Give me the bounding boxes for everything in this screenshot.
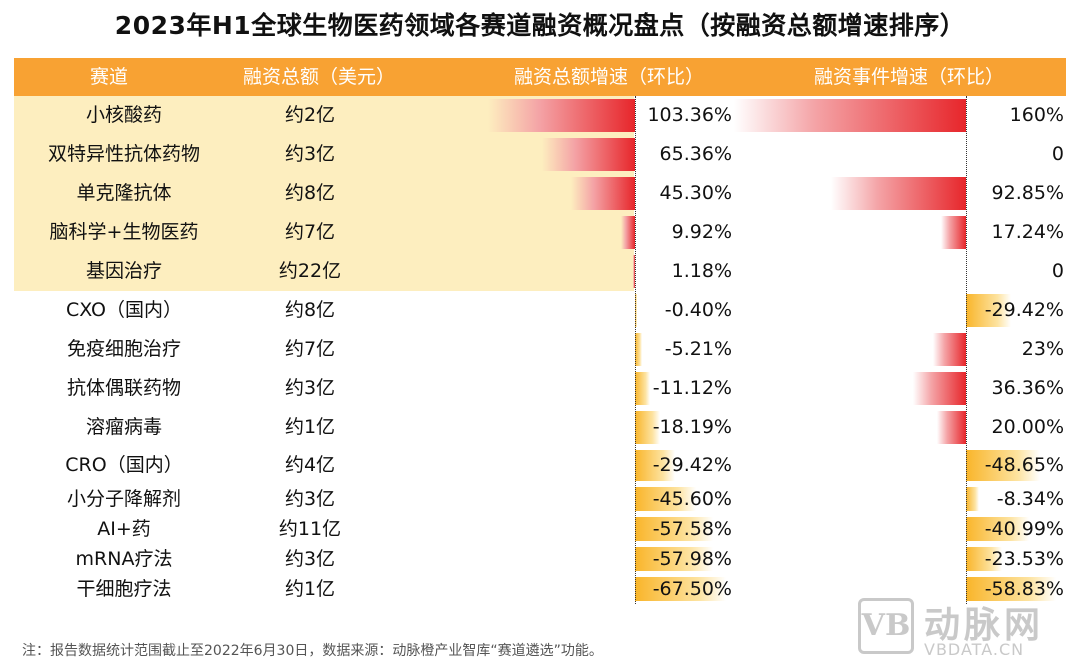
event-growth-bar — [932, 333, 966, 366]
header-amount: 融资总额（美元） — [242, 66, 395, 88]
amount-value: 约3亿 — [284, 488, 336, 510]
amount-value: 约4亿 — [284, 454, 336, 476]
header-track: 赛道 — [89, 66, 128, 88]
event-growth-label: 160% — [1009, 104, 1064, 126]
amount-value: 约1亿 — [284, 578, 336, 600]
event-growth-label: -23.53% — [984, 548, 1064, 570]
footnote: 注：报告数据统计范围截止至2022年6月30日，数据来源：动脉橙产业智库“赛道遴… — [22, 643, 603, 659]
amount-growth-bar — [635, 333, 643, 366]
amount-growth-label: 1.18% — [671, 260, 732, 282]
amount-value: 约8亿 — [284, 299, 336, 321]
amount-growth-label: -5.21% — [664, 338, 732, 360]
watermark-cn: 动脉网 — [924, 605, 1045, 646]
amount-growth-bar — [635, 294, 637, 327]
vb-logo-icon: VB — [858, 598, 914, 654]
track-label: 小核酸药 — [85, 104, 162, 126]
event-growth-zero-axis — [966, 96, 967, 604]
amount-growth-label: 9.92% — [671, 221, 732, 243]
amount-growth-label: 103.36% — [647, 104, 732, 126]
event-growth-label: 92.85% — [991, 182, 1064, 204]
track-label: 双特异性抗体药物 — [47, 143, 200, 165]
track-label: 脑科学+生物医药 — [49, 221, 199, 243]
table-header: 赛道 融资总额（美元） 融资总额增速（环比） 融资事件增速（环比） — [14, 58, 1066, 96]
event-growth-bar — [966, 547, 1002, 571]
amount-growth-bar — [635, 547, 714, 571]
header-amount-growth: 融资总额增速（环比） — [513, 66, 704, 88]
amount-value: 约1亿 — [284, 416, 336, 438]
amount-value: 约7亿 — [284, 338, 336, 360]
event-growth-bar — [831, 177, 966, 210]
event-growth-label: -29.42% — [984, 299, 1064, 321]
event-growth-label: 23% — [1021, 338, 1064, 360]
track-label: 基因治疗 — [85, 260, 162, 282]
track-label: 单克隆抗体 — [76, 182, 172, 204]
event-growth-label: 17.24% — [991, 221, 1064, 243]
amount-growth-label: 45.30% — [659, 182, 732, 204]
event-growth-label: 0 — [1051, 260, 1064, 282]
event-growth-bar — [913, 372, 966, 405]
track-label: 免疫细胞治疗 — [66, 338, 181, 360]
amount-growth-bar — [635, 487, 697, 511]
amount-growth-bar — [542, 138, 635, 171]
event-growth-bar — [937, 411, 966, 444]
watermark-en: VBDATA.CN — [924, 640, 1025, 659]
amount-value: 约22亿 — [278, 260, 342, 282]
header-event-growth: 融资事件增速（环比） — [813, 66, 1004, 88]
amount-growth-label: -57.58% — [652, 518, 732, 540]
amount-value: 约3亿 — [284, 548, 336, 570]
chart-title: 2023年H1全球生物医药领域各赛道融资概况盘点（按融资总额增速排序） — [114, 11, 966, 40]
event-growth-bar — [941, 216, 966, 249]
amount-value: 约7亿 — [284, 221, 336, 243]
amount-growth-bar — [620, 216, 635, 249]
track-label: AI+药 — [97, 518, 151, 540]
amount-growth-bar — [488, 99, 635, 132]
event-growth-label: 20.00% — [991, 416, 1064, 438]
vbdata-watermark: VB 动脉网 VBDATA.CN — [858, 596, 1068, 660]
event-growth-bar — [966, 450, 1041, 481]
amount-growth-bar — [635, 372, 650, 405]
amount-growth-zero-axis — [635, 96, 636, 604]
amount-growth-bar — [570, 177, 635, 210]
amount-growth-bar — [635, 577, 726, 601]
amount-value: 约8亿 — [284, 182, 336, 204]
track-label: CXO（国内） — [65, 299, 183, 321]
amount-growth-label: -29.42% — [652, 454, 732, 476]
track-label: 抗体偶联药物 — [66, 377, 181, 399]
amount-growth-label: -18.19% — [652, 416, 732, 438]
amount-growth-label: -11.12% — [652, 377, 732, 399]
amount-growth-label: -67.50% — [652, 578, 732, 600]
amount-growth-label: -45.60% — [652, 488, 732, 510]
amount-growth-bar — [635, 450, 675, 481]
event-growth-bar — [734, 99, 966, 132]
track-label: 干细胞疗法 — [76, 578, 172, 600]
event-growth-bar — [966, 487, 979, 511]
amount-value: 约2亿 — [284, 104, 336, 126]
amount-growth-label: -57.98% — [652, 548, 732, 570]
track-label: 小分子降解剂 — [66, 488, 181, 510]
event-growth-bar — [966, 577, 1056, 601]
event-growth-label: -8.34% — [996, 488, 1064, 510]
event-growth-label: -58.83% — [984, 578, 1064, 600]
event-growth-label: 36.36% — [991, 377, 1064, 399]
track-label: CRO（国内） — [65, 454, 183, 476]
amount-growth-bar — [633, 255, 635, 288]
amount-growth-bar — [635, 517, 713, 541]
amount-value: 约11亿 — [278, 518, 342, 540]
event-growth-bar — [966, 294, 1011, 327]
event-growth-label: -40.99% — [984, 518, 1064, 540]
event-growth-label: -48.65% — [984, 454, 1064, 476]
amount-growth-bar — [635, 411, 660, 444]
track-label: 溶瘤病毒 — [85, 416, 162, 438]
amount-value: 约3亿 — [284, 377, 336, 399]
amount-value: 约3亿 — [284, 143, 336, 165]
track-label: mRNA疗法 — [75, 548, 173, 570]
amount-growth-label: 65.36% — [659, 143, 732, 165]
event-growth-bar — [966, 517, 1029, 541]
amount-growth-label: -0.40% — [664, 299, 732, 321]
event-growth-label: 0 — [1051, 143, 1064, 165]
